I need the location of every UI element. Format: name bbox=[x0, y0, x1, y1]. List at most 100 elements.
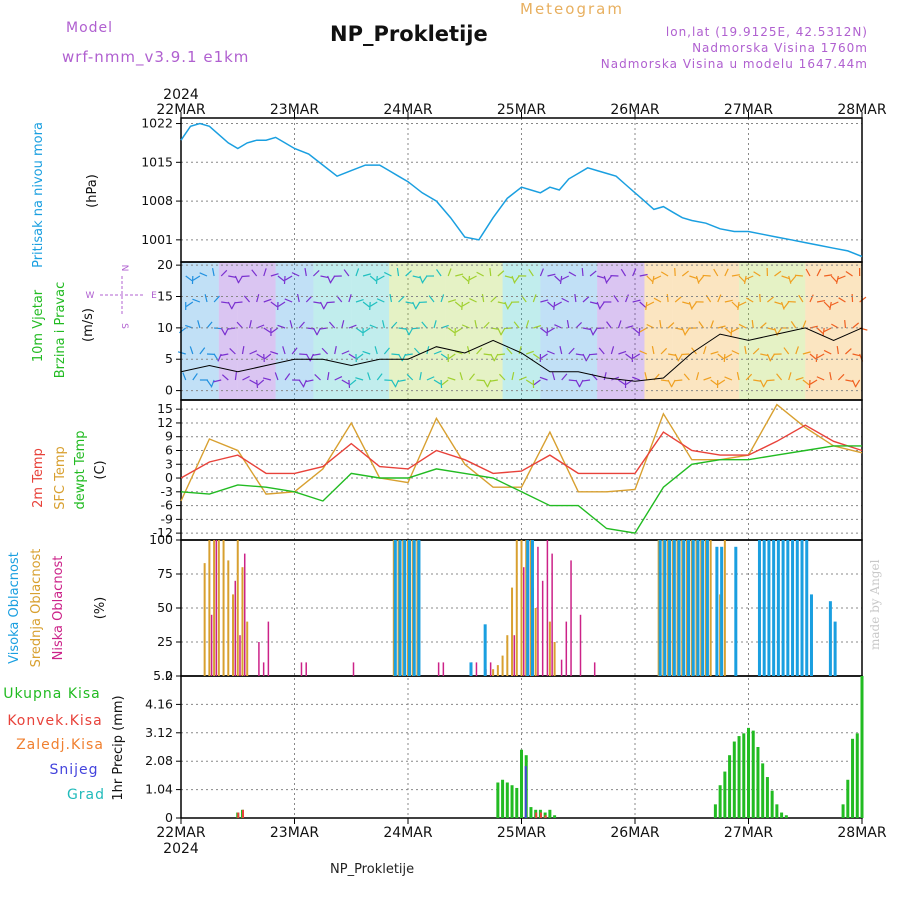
precip-bar bbox=[524, 766, 527, 818]
chart-title: NP_Prokletije bbox=[330, 22, 488, 46]
wind-arrow bbox=[312, 327, 318, 336]
precip-legend-item: Grad bbox=[67, 787, 105, 803]
wind-arrow bbox=[744, 346, 747, 355]
wind-arrow bbox=[447, 327, 455, 334]
wind-arrow bbox=[737, 301, 740, 310]
wind-arrow bbox=[320, 275, 329, 279]
wind-arrow bbox=[199, 272, 208, 277]
year-label-bottom: 2024 bbox=[163, 841, 199, 857]
wind-arrow bbox=[241, 346, 245, 355]
cloud-bar bbox=[520, 540, 523, 676]
wind-arrow bbox=[589, 301, 598, 305]
wind-arrow bbox=[291, 347, 298, 355]
wind-arrow bbox=[504, 275, 513, 279]
temp-sfc-label: SFC Temp bbox=[53, 446, 68, 510]
model-name: wrf-nmm_v3.9.1 e1km bbox=[62, 48, 250, 66]
cloud-bar bbox=[305, 662, 307, 676]
wind-arrow bbox=[561, 373, 568, 381]
wind-arrow bbox=[328, 321, 336, 329]
wind-arrow bbox=[314, 374, 321, 381]
wind-arrow bbox=[682, 301, 691, 305]
wind-arrow bbox=[540, 353, 548, 359]
cloud-bar bbox=[809, 594, 813, 676]
y-tick-label: 1.04 bbox=[145, 782, 173, 797]
cloud-bar bbox=[208, 540, 211, 676]
cloud-bar bbox=[227, 560, 230, 676]
wind-arrow bbox=[645, 301, 648, 311]
wind-arrow bbox=[837, 373, 845, 381]
wind-arrow bbox=[823, 327, 832, 333]
wind-arrow bbox=[660, 271, 669, 277]
precip-bar bbox=[751, 730, 755, 818]
precip-bar bbox=[860, 676, 864, 818]
x-date-label-top: 24MAR bbox=[383, 102, 432, 118]
wind-arrow bbox=[598, 347, 605, 355]
precip-legend-item: Snijeg bbox=[49, 762, 98, 778]
precip-bar bbox=[770, 790, 774, 818]
wind-arrow bbox=[666, 293, 669, 303]
precip-bar bbox=[539, 812, 542, 818]
wind-arrow bbox=[589, 353, 598, 356]
wind-arrow bbox=[383, 347, 390, 355]
wind-arrow bbox=[783, 301, 790, 309]
precip-bar bbox=[544, 815, 547, 818]
y-tick-label: 10 bbox=[157, 320, 173, 335]
cloud-bar bbox=[701, 540, 705, 676]
wind-arrow bbox=[391, 321, 398, 329]
wind-arrow bbox=[377, 275, 385, 281]
wind-arrow bbox=[499, 373, 506, 381]
wind-arrow bbox=[574, 293, 577, 303]
y-tick-label: -6 bbox=[161, 498, 174, 513]
precip-bar bbox=[548, 809, 552, 818]
wind-arrow bbox=[375, 275, 378, 285]
cloud-bar bbox=[232, 594, 235, 676]
wind-arrow bbox=[783, 347, 790, 355]
wind-arrow bbox=[490, 296, 497, 303]
wind-arrow bbox=[533, 325, 542, 329]
credit-label: made by Angel bbox=[868, 559, 882, 650]
wind-arrow bbox=[454, 350, 463, 355]
wind-arrow bbox=[702, 274, 711, 277]
wind-arrow bbox=[349, 379, 357, 386]
precip-bar bbox=[535, 812, 538, 818]
y-tick-label: 1022 bbox=[141, 116, 173, 131]
precip-bar bbox=[775, 804, 779, 818]
precip-bar bbox=[747, 727, 750, 818]
wind-arrow bbox=[745, 373, 753, 381]
dewpt-line bbox=[180, 445, 862, 534]
wind-arrow bbox=[698, 275, 705, 283]
wind-arrow bbox=[319, 301, 325, 310]
cloud-bar bbox=[262, 662, 265, 676]
wind-arrow bbox=[691, 301, 697, 309]
wind-arrow bbox=[313, 301, 322, 304]
wind-arrow bbox=[639, 350, 648, 355]
wind-arrow bbox=[632, 268, 637, 277]
x-date-label-bottom: 23MAR bbox=[270, 825, 319, 841]
wind-arrow bbox=[419, 372, 422, 381]
wind-arrow bbox=[298, 321, 305, 329]
cloud-bar bbox=[513, 635, 516, 676]
wind-arrow bbox=[730, 327, 733, 337]
cloud-bar bbox=[548, 621, 551, 676]
wind-arrow bbox=[554, 301, 562, 307]
wind-arrow bbox=[852, 322, 860, 329]
cloud-bar bbox=[437, 662, 440, 676]
cloud-bar bbox=[511, 587, 514, 676]
wind-arrow bbox=[703, 346, 707, 355]
wind-arrow bbox=[703, 376, 712, 381]
wind-arrow bbox=[774, 301, 783, 305]
wind-arrow bbox=[398, 295, 405, 303]
wind-arrow bbox=[710, 379, 718, 386]
temp-dewpt-label: dewpt Temp bbox=[73, 430, 88, 509]
wind-arrow bbox=[362, 273, 371, 277]
wind-arrow bbox=[497, 270, 505, 277]
wind-arrow bbox=[206, 379, 213, 387]
precip-bar bbox=[846, 779, 850, 818]
cloud-unit-label: (%) bbox=[93, 597, 108, 620]
wind-arrow bbox=[823, 349, 832, 355]
wind-arrow bbox=[284, 275, 293, 281]
wind-arrow bbox=[206, 321, 213, 329]
wind-arrow bbox=[483, 353, 492, 356]
wind-arrow bbox=[674, 379, 683, 382]
wind-arrow bbox=[355, 327, 363, 334]
